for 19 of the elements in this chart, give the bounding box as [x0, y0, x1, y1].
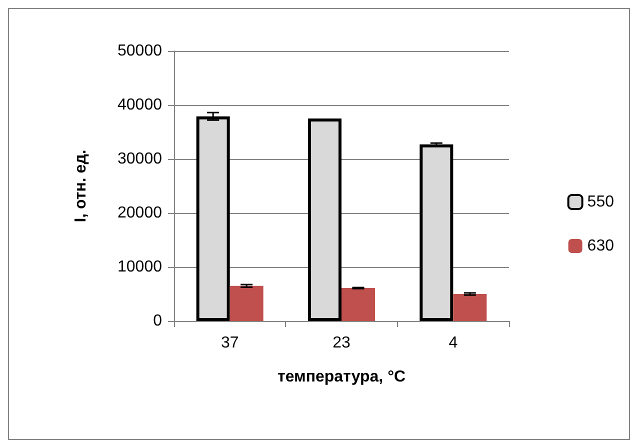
x-tick-label: 4 — [448, 334, 458, 352]
legend-label: 550 — [587, 194, 614, 210]
bar — [230, 286, 264, 321]
y-tick-label: 30000 — [118, 150, 162, 168]
y-tick-label: 50000 — [118, 42, 162, 60]
x-axis-title: температура, °C — [277, 368, 406, 386]
y-tick-label: 40000 — [118, 96, 162, 114]
y-tick-label: 0 — [153, 312, 162, 330]
legend-label: 630 — [587, 238, 614, 254]
bar — [196, 116, 230, 321]
y-tick-label: 10000 — [118, 258, 162, 276]
y-tick-label: 20000 — [118, 204, 162, 222]
bar — [308, 118, 342, 321]
x-tick-label: 23 — [332, 334, 350, 352]
bar — [342, 288, 375, 321]
x-tick-label: 37 — [220, 334, 239, 352]
bar — [420, 144, 454, 321]
bar — [453, 294, 487, 321]
y-axis-title: I, отн. ед. — [72, 150, 90, 222]
